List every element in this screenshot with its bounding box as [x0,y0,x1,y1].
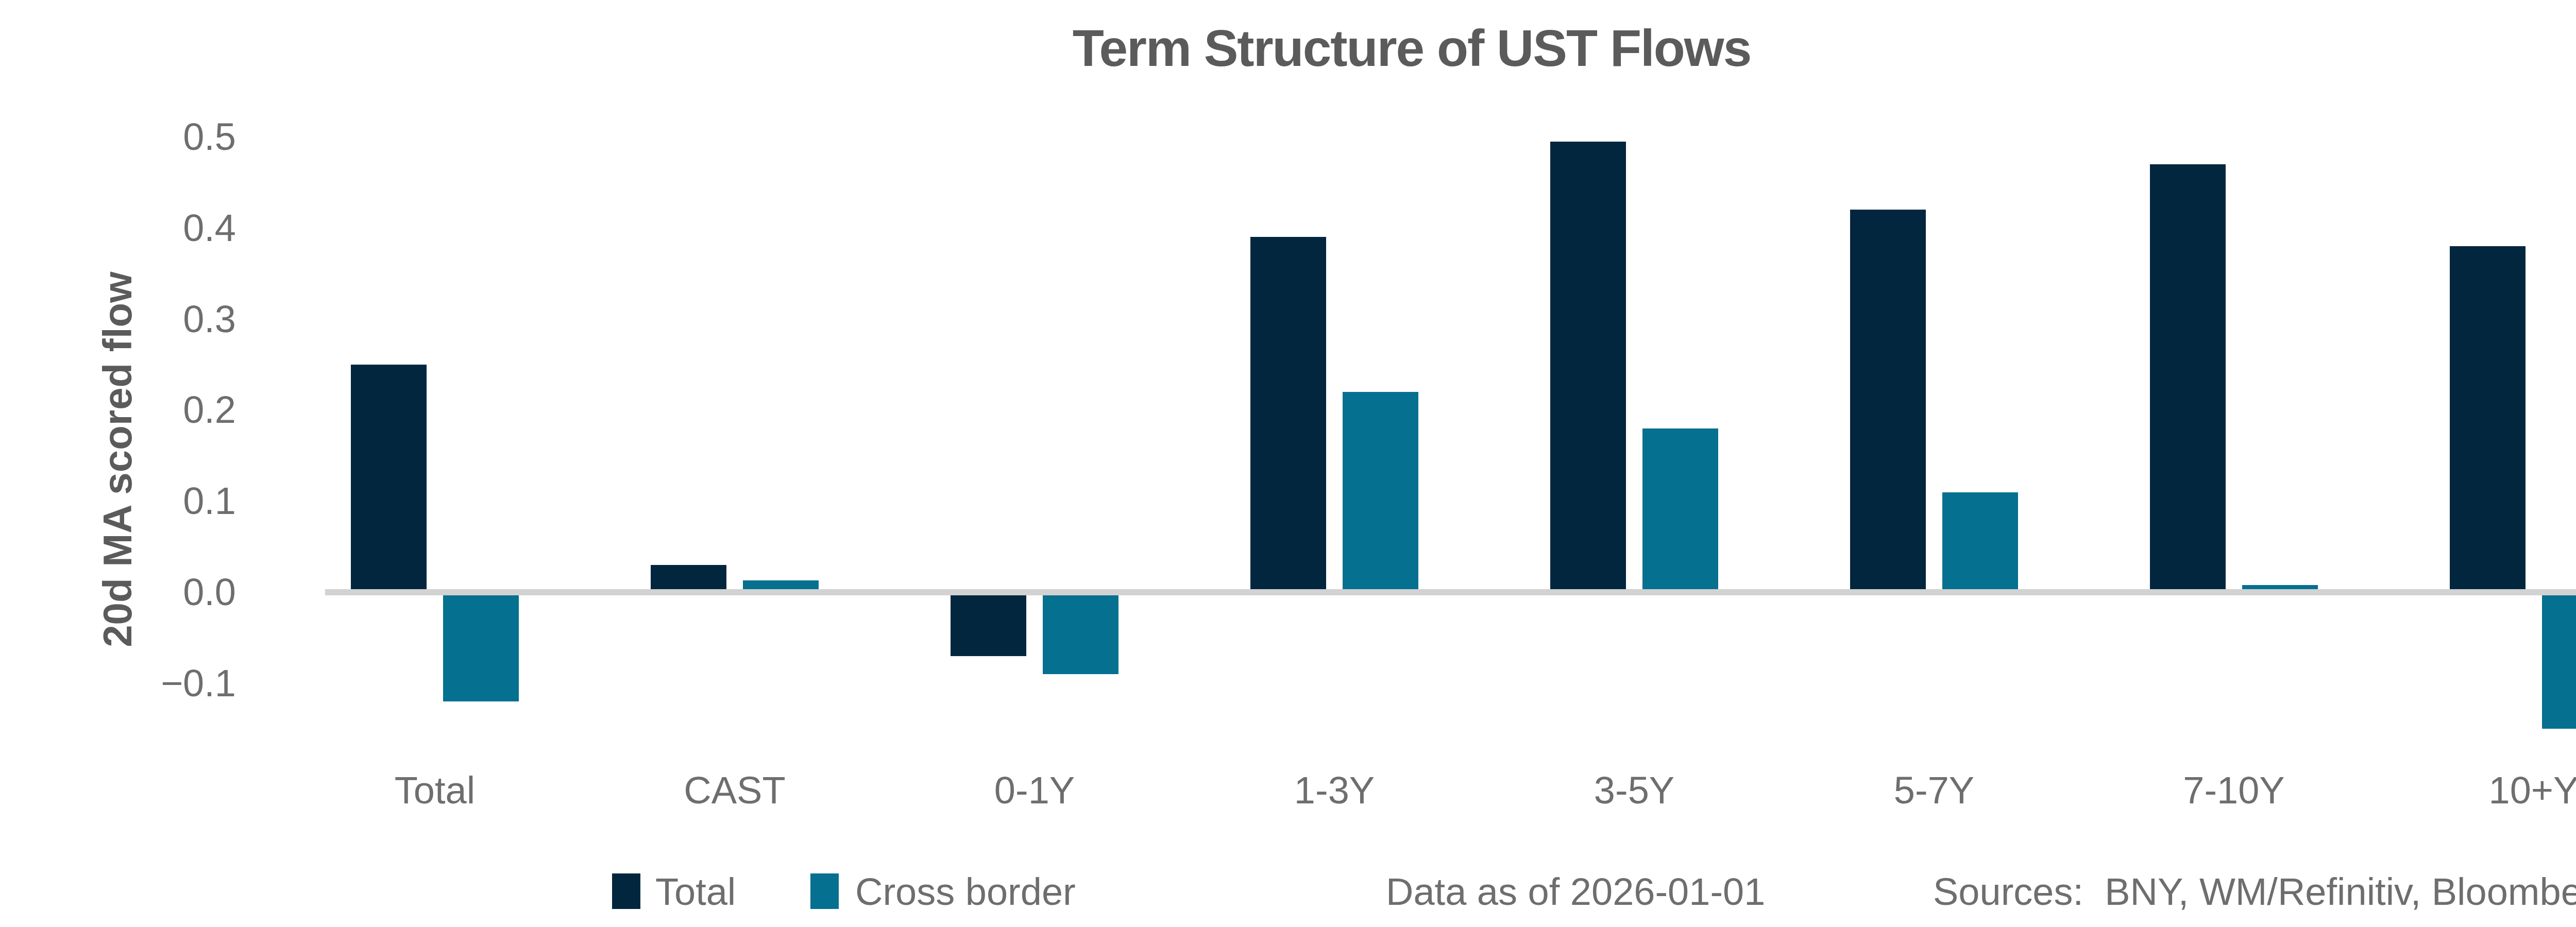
footer-data-as-of: Data as of 2026-01-01 [1386,871,1765,913]
x-tick-label-5-7y: 5-7Y [1821,767,2047,814]
x-tick-label-3-5y: 3-5Y [1521,767,1748,814]
bar-cross-border-7-10y [2242,585,2318,589]
bar-total-3-5y [1550,142,1626,589]
legend-swatch-total [612,873,640,909]
bar-total-total [351,365,427,589]
y-tick-label-0.4: 0.4 [81,205,236,251]
y-tick-label-0.3: 0.3 [81,296,236,342]
x-tick-label-10+y: 10+Y [2420,767,2576,814]
bar-cross-border-3-5y [1642,428,1718,589]
bar-total-10+y [2450,246,2526,589]
bar-cross-border-10+y [2542,595,2576,729]
plot-area: 0.5 0.4 0.3 0.2 0.1 0.0 −0.1 Total CAST 0-1Y 1-3Y 3… [0,0,2576,927]
bar-total-5-7y [1850,210,1926,589]
bar-chart: Term Structure of UST Flows 20d MA score… [0,0,2576,927]
y-tick-label-minus-0.1: −0.1 [81,660,236,707]
x-tick-label-cast: CAST [621,767,848,814]
legend-swatch-cross-border [810,873,839,909]
x-tick-label-7-10y: 7-10Y [2121,767,2347,814]
bar-cross-border-cast [743,580,819,589]
bar-total-0-1y [951,595,1026,656]
bar-total-cast [651,565,726,589]
legend-label-cross-border: Cross border [855,871,1076,913]
x-tick-label-0-1y: 0-1Y [921,767,1148,814]
bar-total-7-10y [2150,164,2226,589]
y-tick-label-0.1: 0.1 [81,478,236,524]
y-tick-label-0.5: 0.5 [81,114,236,160]
bar-cross-border-0-1y [1043,595,1118,674]
zero-axis-line [325,589,2576,595]
bar-cross-border-5-7y [1942,492,2018,589]
legend-label-total: Total [655,871,736,913]
bar-cross-border-1-3y [1343,392,1418,589]
y-tick-label-0.0: 0.0 [81,569,236,615]
footer-sources: Sources: BNY, WM/Refinitiv, Bloomberg [1933,871,2576,913]
x-tick-label-1-3y: 1-3Y [1221,767,1448,814]
bar-total-1-3y [1250,237,1326,589]
y-tick-label-0.2: 0.2 [81,387,236,433]
bar-cross-border-total [443,595,519,701]
x-tick-label-total: Total [321,767,548,814]
